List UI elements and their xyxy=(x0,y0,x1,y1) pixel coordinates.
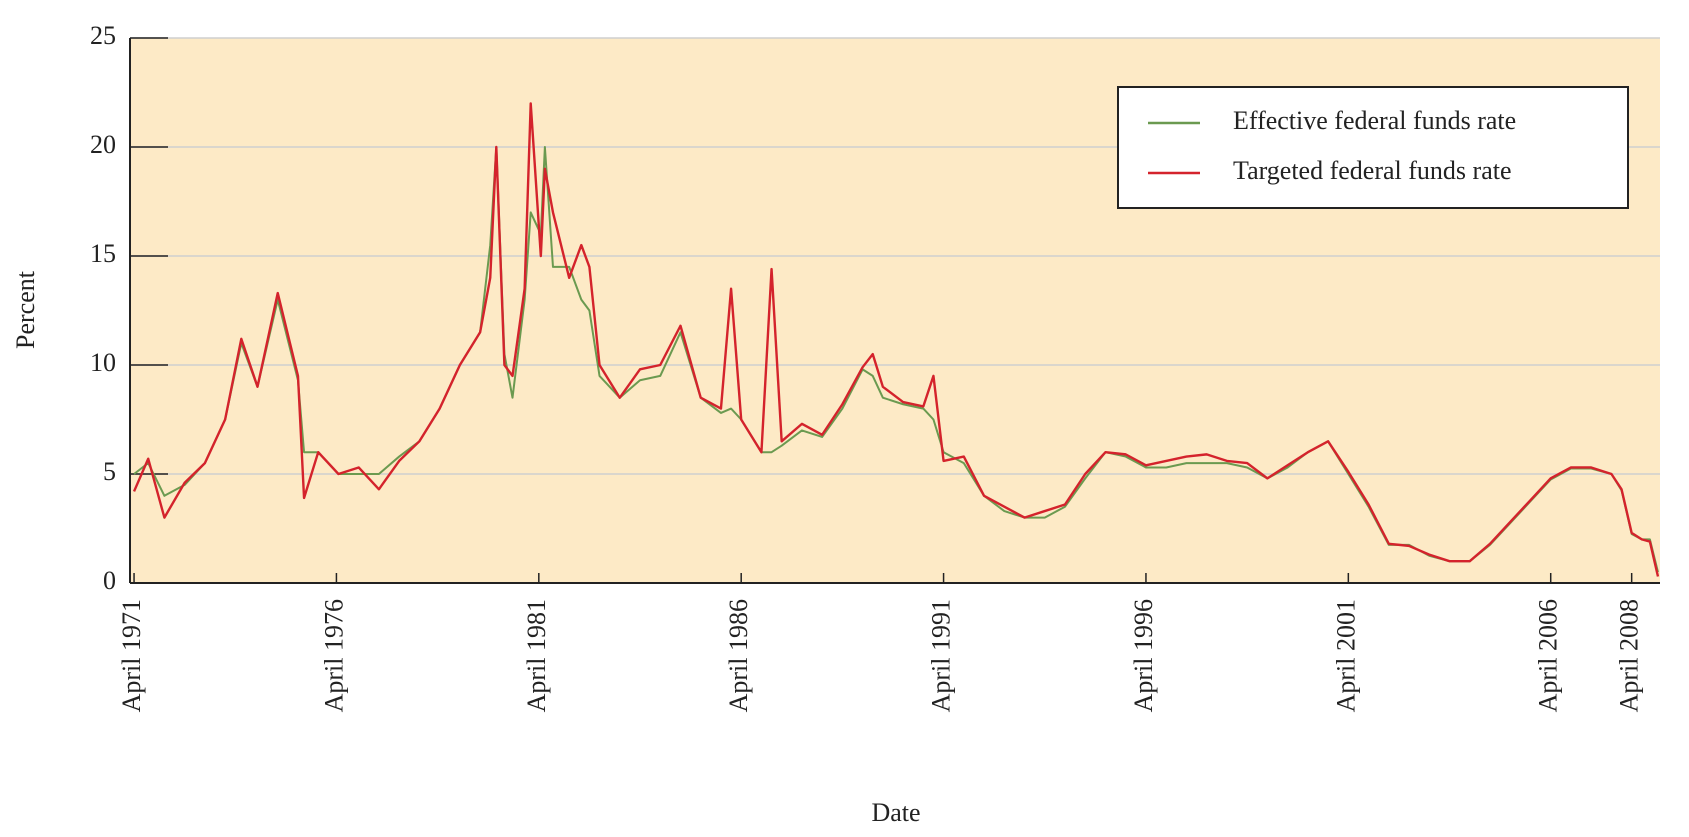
x-tick-label: April 2008 xyxy=(1615,599,1644,712)
y-tick-label: 20 xyxy=(90,130,116,159)
y-tick-label: 0 xyxy=(103,566,116,595)
x-tick-label: April 2006 xyxy=(1534,599,1563,712)
y-axis-label: Percent xyxy=(11,270,40,349)
x-tick-label: April 1976 xyxy=(319,599,348,712)
y-tick-label: 10 xyxy=(90,348,116,377)
x-axis-label: Date xyxy=(871,798,920,827)
y-tick-label: 25 xyxy=(90,21,116,50)
legend-box xyxy=(1117,86,1629,209)
legend-label: Effective federal funds rate xyxy=(1233,106,1516,135)
series-line xyxy=(132,102,1660,577)
y-tick-label: 15 xyxy=(90,239,116,268)
x-tick-label: April 1991 xyxy=(927,599,956,712)
x-tick-label: April 1996 xyxy=(1129,599,1158,712)
x-tick-label: April 2001 xyxy=(1331,599,1360,712)
x-tick-label: April 1971 xyxy=(117,599,146,712)
legend-label: Targeted federal funds rate xyxy=(1233,156,1512,185)
y-tick-label: 5 xyxy=(103,457,116,486)
x-tick-label: April 1981 xyxy=(522,599,551,712)
x-tick-label: April 1986 xyxy=(724,599,753,712)
